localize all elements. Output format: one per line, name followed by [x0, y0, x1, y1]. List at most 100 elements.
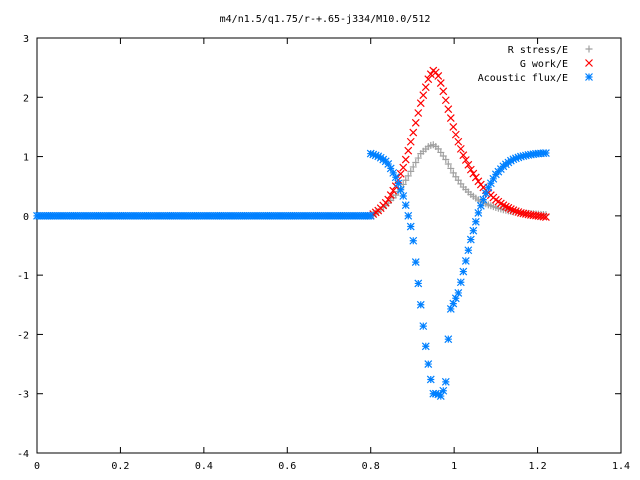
x-tick-label: 0.6	[278, 461, 296, 472]
acoustic-flux-e-point	[451, 294, 460, 303]
acoustic-flux-e-point	[401, 201, 410, 210]
g-work-e-point	[444, 105, 453, 114]
acoustic-flux-e-point	[541, 149, 550, 157]
y-tick-label: -3	[17, 390, 29, 401]
series-2	[33, 149, 550, 401]
acoustic-flux-e-point	[399, 192, 408, 200]
r-stress-e-point	[447, 164, 455, 172]
y-tick-label: 3	[23, 34, 29, 45]
acoustic-flux-e-point	[481, 189, 490, 198]
r-stress-e-point	[442, 156, 450, 164]
x-tick-label: 0.4	[195, 461, 213, 472]
acoustic-flux-e-point	[394, 179, 403, 188]
r-stress-e-point	[439, 152, 447, 160]
acoustic-flux-e-point	[449, 299, 458, 308]
acoustic-flux-e-point	[454, 289, 463, 297]
r-stress-e-point	[444, 160, 452, 168]
g-work-e-point	[454, 137, 463, 146]
acoustic-flux-e-point	[474, 208, 483, 217]
r-stress-e-point	[407, 167, 415, 175]
r-stress-e-point	[452, 173, 460, 181]
g-work-e-point	[436, 79, 445, 87]
acoustic-flux-e-point	[386, 164, 395, 173]
y-tick-label: 2	[23, 93, 29, 104]
r-stress-e-point	[454, 176, 462, 184]
r-stress-e-point	[449, 169, 457, 177]
acoustic-flux-e-point	[411, 258, 420, 267]
acoustic-flux-e-point	[409, 236, 418, 245]
acoustic-flux-e-point	[461, 256, 470, 265]
acoustic-flux-e-point	[464, 246, 473, 255]
acoustic-flux-e-point	[436, 392, 445, 401]
g-work-e-point	[459, 151, 468, 160]
legend-marker	[585, 45, 593, 53]
plot-frame	[36, 37, 622, 454]
g-work-e-point	[434, 72, 443, 80]
series-1	[366, 66, 550, 221]
g-work-e-point	[541, 213, 550, 221]
acoustic-flux-e-point	[389, 168, 398, 177]
g-work-e-point	[421, 83, 430, 92]
g-work-e-point	[399, 163, 408, 172]
x-tick-label: 0	[34, 461, 40, 472]
acoustic-flux-e-point	[426, 375, 435, 384]
acoustic-flux-e-point	[371, 151, 380, 160]
data-marks	[33, 66, 550, 401]
legend-marker	[585, 73, 593, 81]
acoustic-flux-e-point	[414, 279, 423, 288]
axis-ticks: 0 0.2 0.4 0.6 0.8 1 1.2 1.4 -4 -3 -2 -1 0 1 2 3	[17, 34, 630, 472]
g-work-e-point	[471, 173, 480, 182]
r-stress-e-point	[414, 154, 422, 162]
r-stress-e-point	[404, 172, 412, 180]
x-tick-label: 1.2	[529, 461, 547, 472]
legend-label: Acoustic flux/E	[478, 73, 568, 84]
g-work-e-point	[406, 137, 415, 146]
acoustic-flux-e-point	[456, 278, 465, 287]
x-tick-label: 0.2	[111, 461, 129, 472]
g-work-e-point	[461, 156, 470, 164]
g-work-e-point	[501, 202, 510, 211]
r-stress-e-point	[434, 145, 442, 153]
acoustic-flux-e-point	[439, 386, 448, 395]
g-work-e-point	[441, 96, 450, 105]
g-work-e-point	[396, 169, 405, 178]
g-work-e-point	[411, 118, 420, 127]
y-tick-label: -4	[17, 449, 29, 460]
y-tick-label: 1	[23, 153, 29, 164]
acoustic-flux-e-point	[366, 149, 375, 158]
acoustic-flux-e-point	[469, 226, 478, 235]
g-work-e-point	[506, 205, 515, 214]
g-work-e-point	[456, 144, 465, 153]
r-stress-e-point	[437, 148, 445, 156]
acoustic-flux-e-point	[374, 152, 383, 161]
acoustic-flux-e-point	[404, 211, 413, 220]
x-tick-label: 0.8	[362, 461, 380, 472]
acoustic-flux-e-point	[511, 154, 520, 163]
r-stress-e-point	[412, 159, 420, 166]
g-work-e-point	[414, 109, 423, 117]
g-work-e-point	[386, 191, 395, 200]
x-tick-label: 1	[451, 461, 457, 472]
acoustic-flux-e-point	[459, 267, 468, 276]
g-work-e-point	[451, 130, 460, 139]
g-work-e-point	[424, 75, 433, 84]
acoustic-flux-e-point	[484, 183, 493, 192]
g-work-e-point	[431, 68, 440, 77]
y-tick-label: -1	[17, 271, 29, 282]
g-work-e-point	[511, 207, 520, 216]
acoustic-flux-e-point	[514, 153, 523, 162]
g-work-e-point	[416, 99, 425, 108]
g-work-e-point	[419, 91, 428, 100]
g-work-e-point	[384, 195, 393, 204]
y-tick-label: -2	[17, 330, 29, 341]
g-work-e-point	[504, 203, 513, 212]
g-work-e-point	[439, 87, 448, 96]
g-work-e-point	[409, 128, 418, 137]
acoustic-flux-e-point	[424, 360, 433, 368]
legend: R stress/E G work/E Acoustic flux/E	[478, 45, 593, 84]
acoustic-flux-e-point	[396, 185, 405, 194]
acoustic-flux-e-point	[391, 173, 400, 182]
r-stress-e-point	[402, 176, 410, 184]
y-tick-label: 0	[23, 212, 29, 223]
